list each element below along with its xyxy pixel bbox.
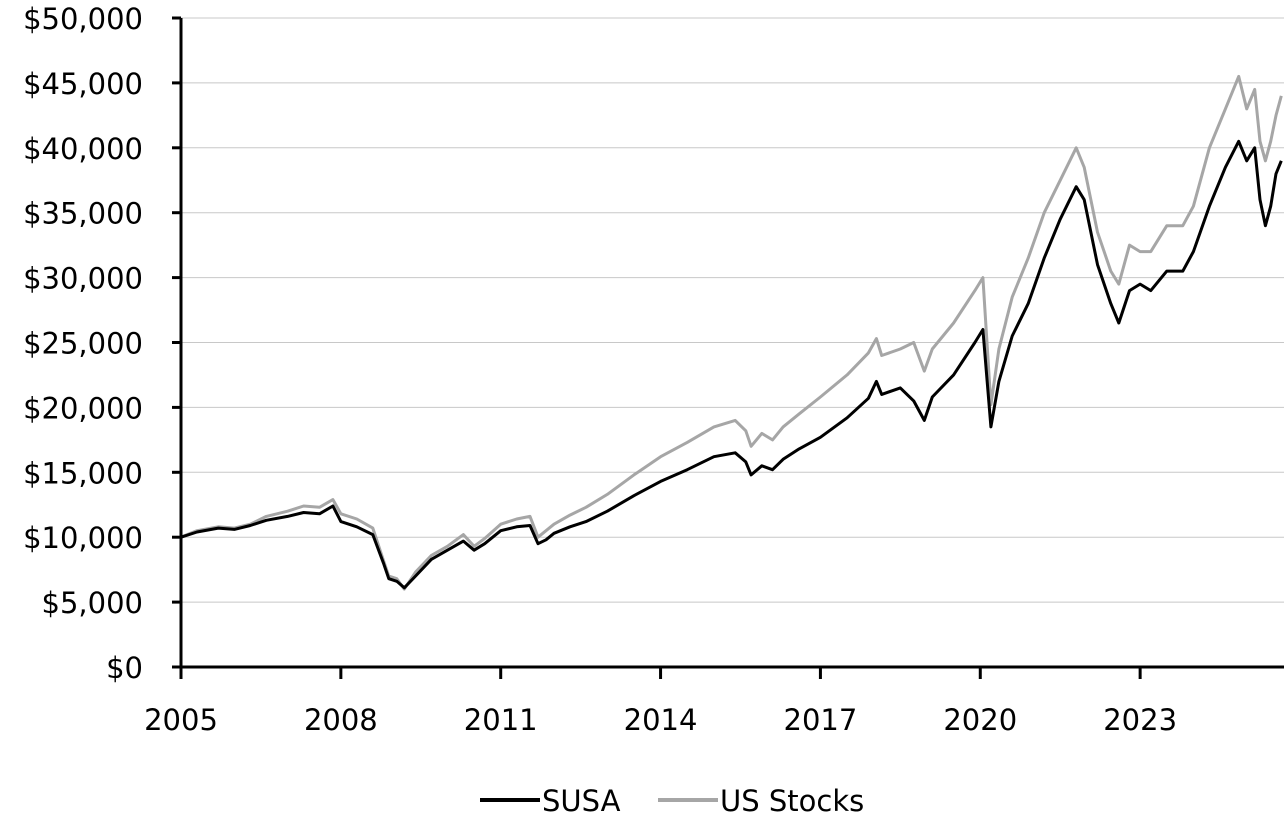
y-tick-label: $35,000 [23,197,143,231]
y-tick-label: $0 [106,651,143,685]
y-tick-label: $30,000 [23,262,143,296]
series-line-susa [180,139,1283,590]
legend-label-us-stocks: US Stocks [720,784,864,813]
y-tick-label: $10,000 [23,521,143,555]
legend-label-susa: SUSA [542,784,621,813]
x-tick-label: 2008 [304,703,378,737]
x-tick-label: 2014 [624,703,698,737]
x-tick-label: 2023 [1103,703,1177,737]
series-line-us-stocks [180,74,1283,591]
legend: SUSA US Stocks [480,784,864,813]
y-tick-label: $20,000 [23,391,143,425]
legend-item-us-stocks: US Stocks [658,784,864,813]
y-tick-label: $50,000 [23,2,143,36]
y-tick-label: $15,000 [23,456,143,490]
x-tick-labels: 2005 2008 2011 2014 2017 2020 2023 [144,667,1177,737]
y-tick-label: $25,000 [23,327,143,361]
y-tick-label: $40,000 [23,132,143,166]
x-tick-label: 2017 [784,703,858,737]
gridlines [181,17,1284,603]
x-tick-label: 2005 [144,703,218,737]
y-tick-label: $45,000 [23,67,143,101]
legend-item-susa: SUSA [480,784,621,813]
y-tick-labels: $0 $5,000 $10,000 $15,000 $20,000 $25,000 $30,… [23,2,181,685]
x-tick-label: 2011 [464,703,538,737]
x-tick-label: 2020 [943,703,1017,737]
y-tick-label: $5,000 [42,586,143,620]
series-lines [180,74,1283,591]
